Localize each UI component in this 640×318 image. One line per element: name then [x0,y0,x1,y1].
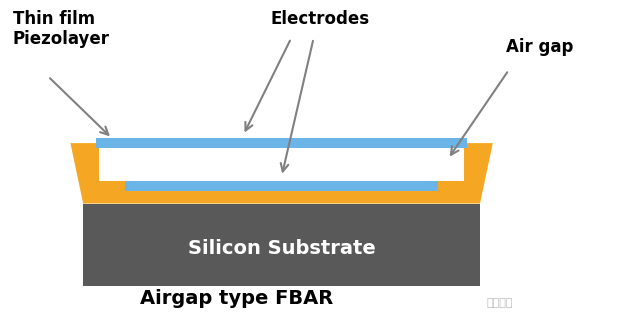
Text: Silicon Substrate: Silicon Substrate [188,238,376,258]
Bar [125,181,438,191]
Polygon shape [70,143,493,204]
Text: 属电路说: 属电路说 [486,299,513,308]
Text: Electrodes: Electrodes [271,10,369,28]
Text: Airgap type FBAR: Airgap type FBAR [140,289,333,308]
Bar [96,138,467,148]
Text: Air gap: Air gap [506,38,573,56]
Bar [99,148,464,181]
Text: Thin film
Piezolayer: Thin film Piezolayer [13,10,110,48]
Bar [83,204,480,286]
